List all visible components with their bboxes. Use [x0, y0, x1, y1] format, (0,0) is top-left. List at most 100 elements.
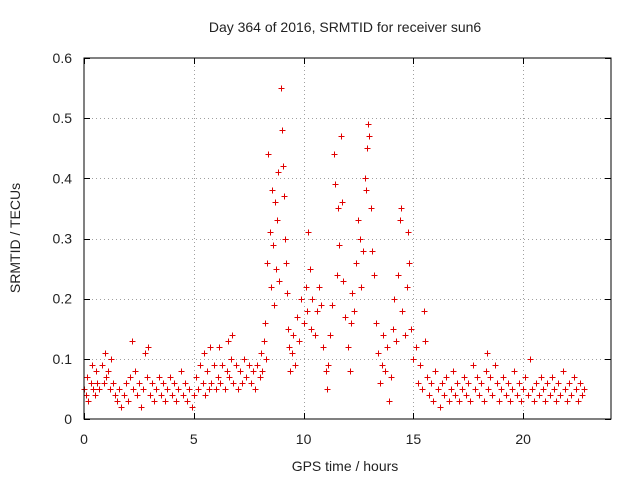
data-point [296, 338, 303, 345]
data-point [355, 217, 362, 224]
data-point [108, 356, 115, 363]
data-point [573, 386, 580, 393]
data-point [261, 338, 268, 345]
data-point [305, 229, 312, 236]
data-point [278, 85, 285, 92]
data-point [171, 380, 178, 387]
data-point [248, 380, 255, 387]
y-tick-label: 0.1 [53, 351, 73, 367]
data-point [562, 386, 569, 393]
data-point [439, 380, 446, 387]
data-point [443, 374, 450, 381]
data-point [507, 398, 514, 405]
data-point [320, 344, 327, 351]
data-point [105, 368, 112, 375]
data-point [377, 380, 384, 387]
data-point [380, 332, 387, 339]
data-point [461, 374, 468, 381]
data-point [125, 398, 132, 405]
data-point [509, 386, 516, 393]
data-point [503, 392, 510, 399]
data-point [518, 398, 525, 405]
data-point [393, 338, 400, 345]
data-point [182, 380, 189, 387]
data-point [415, 380, 422, 387]
data-point [568, 392, 575, 399]
data-point [197, 362, 204, 369]
data-point [357, 236, 364, 243]
data-point [542, 398, 549, 405]
x-tick-label: 10 [296, 431, 312, 447]
data-point [217, 380, 224, 387]
data-point [459, 386, 466, 393]
data-point [422, 338, 429, 345]
data-point [481, 398, 488, 405]
data-point [390, 326, 397, 333]
data-point [267, 229, 274, 236]
data-point [186, 386, 193, 393]
data-point [476, 392, 483, 399]
data-point [208, 380, 215, 387]
data-point [93, 368, 100, 375]
data-point [577, 380, 584, 387]
data-point [200, 380, 207, 387]
data-point [304, 308, 311, 315]
data-point [485, 386, 492, 393]
data-point [191, 392, 198, 399]
data-point [492, 362, 499, 369]
data-point [294, 314, 301, 321]
data-point [375, 350, 382, 357]
data-point [149, 380, 156, 387]
data-point [362, 175, 369, 182]
data-point [406, 260, 413, 267]
data-point [156, 374, 163, 381]
data-point [144, 374, 151, 381]
data-point [114, 398, 121, 405]
data-point [353, 260, 360, 267]
data-point [307, 266, 314, 273]
data-point [365, 121, 372, 128]
data-point [285, 326, 292, 333]
data-point [269, 187, 276, 194]
data-point [470, 362, 477, 369]
data-point [529, 386, 536, 393]
x-tick-label: 20 [515, 431, 531, 447]
data-point [478, 380, 485, 387]
data-point [127, 374, 134, 381]
data-point [274, 217, 281, 224]
data-point [426, 392, 433, 399]
data-point [118, 404, 125, 411]
data-point [257, 374, 264, 381]
data-point [417, 362, 424, 369]
data-point [298, 296, 305, 303]
data-point [92, 392, 99, 399]
data-point [410, 356, 417, 363]
data-point [259, 368, 266, 375]
x-tick-label: 15 [406, 431, 422, 447]
data-point [228, 356, 235, 363]
data-point [345, 344, 352, 351]
data-point [369, 248, 376, 255]
data-point [340, 278, 347, 285]
data-point [90, 386, 97, 393]
data-point [301, 320, 308, 327]
data-point [151, 398, 158, 405]
data-point [338, 133, 345, 140]
data-point [101, 380, 108, 387]
data-point [413, 344, 420, 351]
data-point [132, 368, 139, 375]
data-point [366, 133, 373, 140]
data-point [327, 332, 334, 339]
y-tick-label: 0.6 [53, 50, 73, 66]
data-point [258, 350, 265, 357]
data-point [201, 350, 208, 357]
data-point [331, 151, 338, 158]
data-point [544, 380, 551, 387]
data-point [531, 398, 538, 405]
data-point [147, 392, 154, 399]
data-point [162, 398, 169, 405]
data-point [557, 392, 564, 399]
data-point [430, 398, 437, 405]
data-point [391, 296, 398, 303]
data-point [239, 380, 246, 387]
